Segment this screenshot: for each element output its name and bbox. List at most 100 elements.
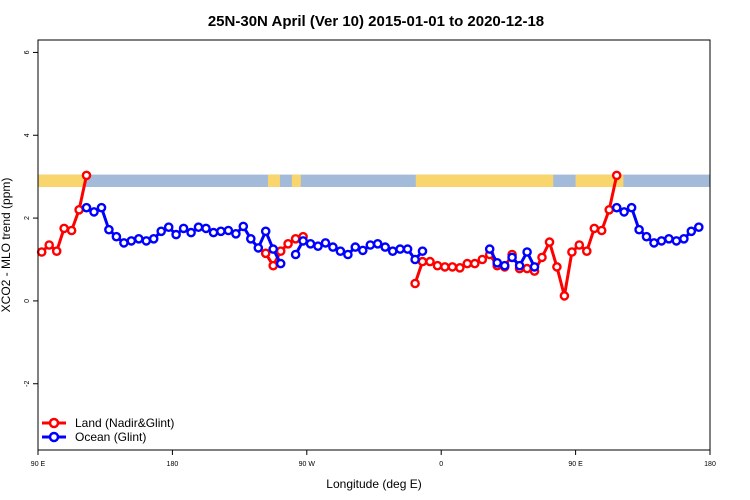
data-point — [163, 222, 174, 232]
y-tick-label: 6 — [24, 50, 31, 54]
data-point — [81, 202, 92, 213]
data-point — [89, 207, 99, 217]
land-ocean-strip — [38, 174, 710, 188]
data-point — [216, 226, 226, 237]
x-axis-label: Longitude (deg E) — [326, 477, 421, 491]
data-point — [596, 225, 607, 236]
y-axis: -2 0 2 4 6 — [24, 50, 38, 387]
data-point — [104, 224, 114, 235]
data-point — [201, 223, 211, 234]
data-point — [290, 233, 301, 244]
data-point — [544, 237, 555, 247]
data-point — [59, 223, 69, 234]
y-tick-label: -2 — [24, 381, 31, 387]
data-point — [417, 256, 428, 267]
y-axis-label: XCO2 - MLO trend (ppm) — [0, 178, 13, 313]
data-point — [604, 204, 615, 215]
land-band — [267, 174, 280, 188]
data-point — [380, 242, 391, 252]
data-point — [574, 240, 585, 250]
data-point — [537, 252, 547, 263]
data-point — [410, 278, 420, 289]
y-tick-label: 4 — [24, 133, 31, 137]
data-point — [641, 231, 652, 242]
series-0 — [36, 170, 622, 301]
data-point — [298, 236, 308, 246]
data-point — [455, 262, 465, 273]
data-point — [514, 260, 525, 271]
data-point — [417, 246, 428, 256]
data-point — [484, 244, 495, 254]
data-point — [335, 246, 346, 256]
data-point — [283, 238, 293, 249]
data-point — [477, 254, 488, 265]
x-tick-label: 90 E — [31, 461, 46, 468]
data-point — [656, 236, 667, 246]
legend-marker-ocean — [48, 431, 60, 443]
data-point — [313, 241, 323, 251]
data-point — [275, 246, 286, 256]
data-point — [529, 262, 540, 272]
series-1 — [81, 202, 704, 272]
data-point — [208, 227, 219, 238]
data-point — [133, 233, 144, 244]
data-point — [260, 248, 271, 259]
x-tick-label: 180 — [704, 461, 716, 468]
data-point — [649, 238, 659, 248]
y-tick-label: 2 — [24, 216, 31, 220]
data-point — [141, 236, 152, 246]
data-point — [440, 262, 450, 272]
data-point — [567, 247, 577, 257]
data-point — [186, 227, 196, 238]
data-point — [694, 222, 704, 232]
data-point — [290, 249, 301, 260]
data-point — [522, 263, 532, 274]
land-band — [415, 174, 554, 188]
land-band — [38, 174, 86, 188]
data-point — [44, 240, 55, 250]
data-point — [462, 258, 473, 269]
data-point — [686, 226, 697, 237]
data-point — [492, 257, 503, 268]
x-tick-label: 90 E — [568, 461, 583, 468]
data-point — [611, 202, 622, 213]
data-point — [522, 247, 532, 257]
x-axis: 90 E 180 90 W 0 90 E 180 — [31, 450, 716, 468]
data-point — [507, 252, 517, 263]
data-point — [410, 254, 420, 265]
data-point — [357, 245, 368, 256]
chart-title: 25N-30N April (Ver 10) 2015-01-01 to 202… — [208, 13, 544, 30]
data-point — [126, 236, 137, 246]
data-point — [74, 204, 84, 215]
data-point — [245, 233, 256, 244]
data-point — [268, 260, 279, 271]
land-band — [575, 174, 624, 188]
data-point — [671, 236, 682, 246]
data-point — [664, 233, 674, 244]
data-point — [387, 246, 398, 256]
data-point — [320, 238, 331, 248]
data-point — [171, 229, 181, 240]
data-point — [589, 223, 600, 234]
x-tick-label: 180 — [167, 461, 179, 468]
data-point — [223, 225, 234, 236]
data-point — [156, 226, 166, 237]
data-point — [268, 244, 279, 254]
data-point — [36, 247, 47, 257]
data-point — [275, 258, 286, 269]
data-point — [626, 202, 637, 213]
data-point — [253, 243, 264, 253]
legend-label-ocean: Ocean (Glint) — [75, 430, 146, 444]
data-point — [679, 233, 689, 244]
data-point — [238, 221, 249, 232]
plot-frame — [37, 39, 711, 451]
y-tick-label: 0 — [24, 299, 31, 303]
data-point — [552, 262, 562, 272]
data-point — [634, 224, 644, 235]
data-point — [447, 262, 458, 272]
x-tick-label: 0 — [439, 461, 443, 468]
legend: Land (Nadir&Glint) Ocean (Glint) — [42, 416, 174, 444]
data-point — [96, 202, 107, 213]
